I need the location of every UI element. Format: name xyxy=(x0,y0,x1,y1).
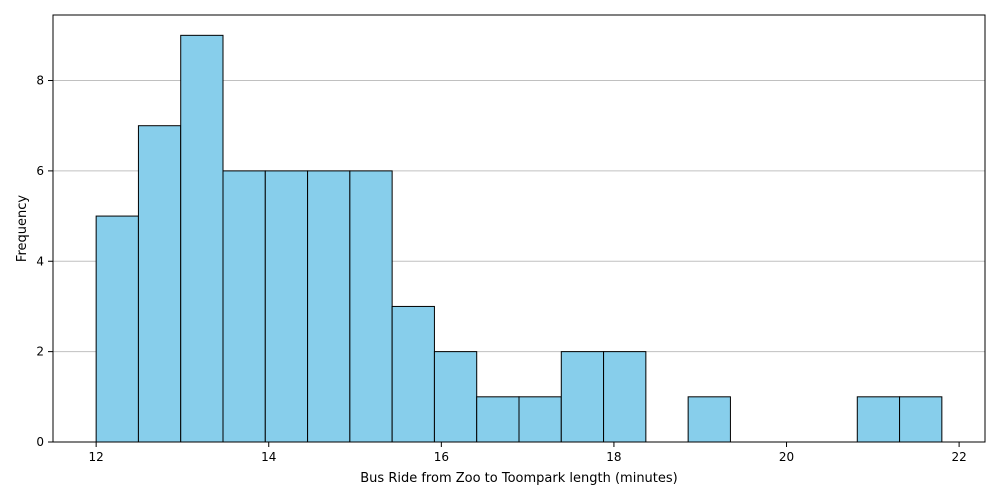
histogram-bar xyxy=(180,34,224,443)
histogram-bar xyxy=(518,396,562,443)
y-tick-label: 6 xyxy=(36,164,44,178)
y-tick-label: 8 xyxy=(36,74,44,88)
histogram-bar xyxy=(899,396,943,443)
x-tick-label: 18 xyxy=(606,450,621,464)
x-tick-label: 20 xyxy=(779,450,794,464)
y-axis-ticks: 0 2 4 6 8 xyxy=(36,74,53,449)
x-tick-label: 14 xyxy=(261,450,276,464)
histogram-bar xyxy=(307,170,351,443)
histogram-bar xyxy=(560,351,605,443)
histogram-bar xyxy=(349,170,393,443)
plot-frame xyxy=(52,14,986,443)
x-axis-label: Bus Ride from Zoo to Toompark length (mi… xyxy=(360,471,677,486)
x-tick-label: 12 xyxy=(89,450,104,464)
y-axis-label: Frequency xyxy=(15,195,30,262)
histogram-bar xyxy=(222,170,266,443)
y-tick-label: 2 xyxy=(36,345,44,359)
histogram-bar xyxy=(137,125,182,443)
y-tick-label: 0 xyxy=(36,435,44,449)
histogram-bar xyxy=(476,396,520,443)
histogram-bar xyxy=(95,215,139,443)
histogram-bar xyxy=(264,170,309,443)
histogram-bar xyxy=(687,396,731,443)
x-tick-label: 22 xyxy=(951,450,966,464)
histogram-bar xyxy=(603,351,647,443)
histogram-bars xyxy=(95,34,943,443)
x-tick-label: 16 xyxy=(434,450,449,464)
histogram-bar xyxy=(391,305,435,443)
histogram-bar xyxy=(433,351,478,443)
histogram-bar xyxy=(856,396,901,443)
x-axis-ticks: 12 14 16 18 20 22 xyxy=(89,442,967,464)
y-tick-label: 4 xyxy=(36,254,44,268)
